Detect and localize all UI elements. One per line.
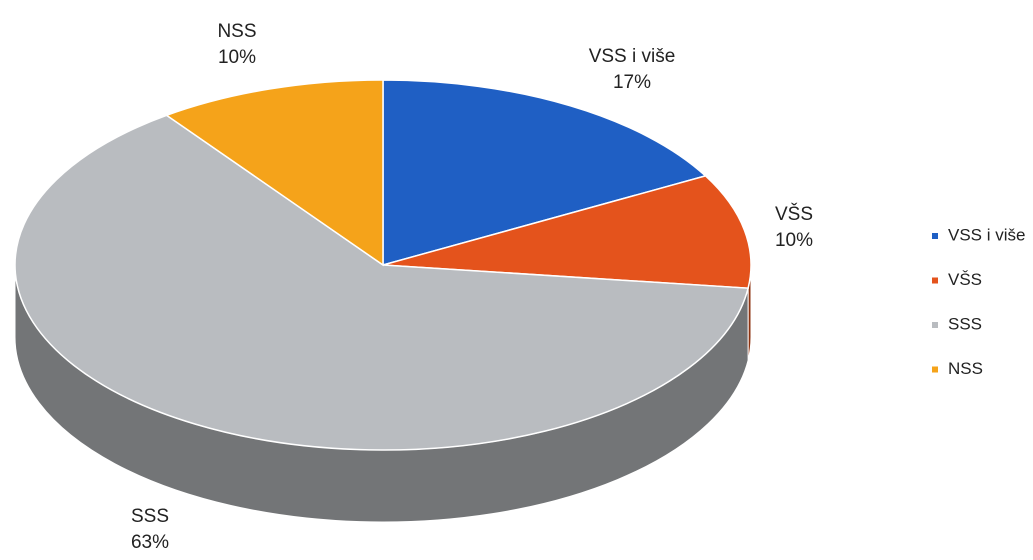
data-label-text: NSS 10% (217, 21, 256, 68)
data-label-category: SSS (131, 506, 169, 527)
legend-marker (932, 366, 938, 373)
data-label-text: VŠS 10% (775, 203, 813, 251)
legend-label: SSS (948, 314, 982, 333)
data-label-value: 63% (131, 532, 169, 553)
slice (382, 79, 707, 266)
legend-label: VŠS (948, 270, 982, 289)
data-label: NSS 10% (217, 21, 256, 68)
data-label: VŠS 10% (775, 203, 813, 251)
data-label-category: VSS i više (589, 46, 676, 67)
slice (14, 114, 750, 451)
data-label-value: 17% (613, 72, 651, 93)
slice (382, 175, 752, 289)
data-label: SSS 63% (131, 506, 169, 553)
data-label-category: NSS (217, 21, 256, 42)
data-label-text: SSS 63% (131, 506, 169, 553)
data-label-value: 10% (218, 47, 256, 68)
legend-marker (932, 277, 938, 284)
legend-label: NSS (948, 359, 983, 378)
data-label-text: VSS i više 17% (589, 46, 676, 93)
data-label-category: VŠS (775, 203, 813, 225)
data-label: VSS i više 17% (589, 46, 676, 93)
legend-label: VSS i više (948, 225, 1025, 244)
legend-marker (932, 322, 938, 328)
data-label-value: 10% (775, 230, 813, 251)
slice (165, 79, 384, 267)
legend-marker (932, 233, 938, 239)
